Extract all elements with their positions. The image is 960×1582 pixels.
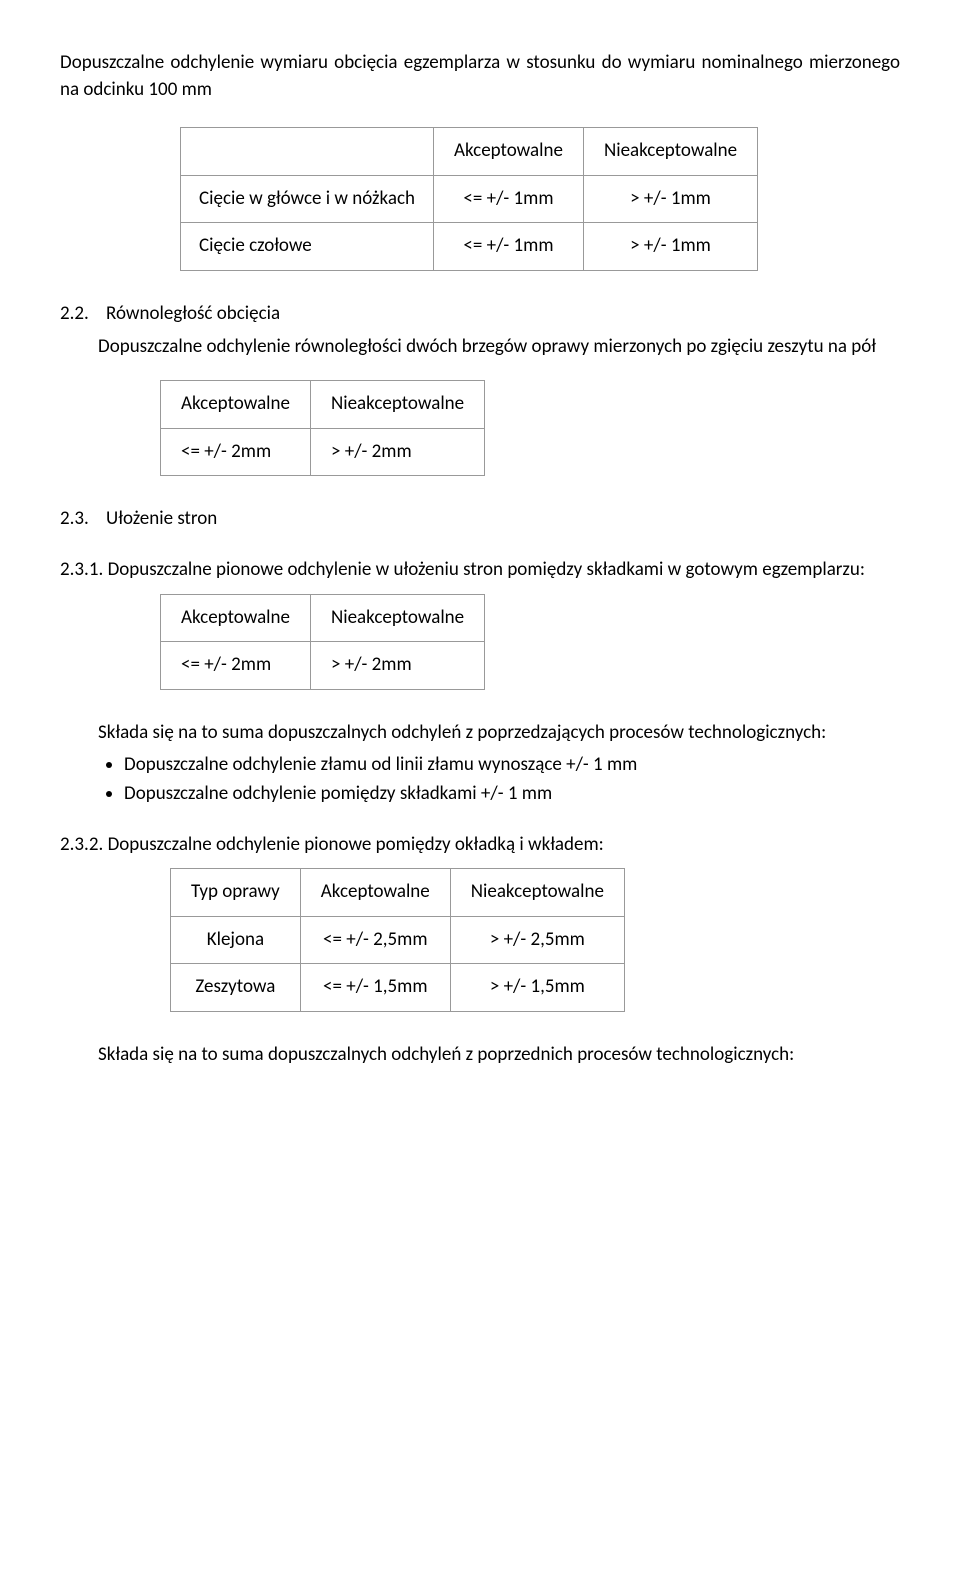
table-parallelism: Akceptowalne Nieakceptowalne <= +/- 2mm … (160, 380, 485, 476)
cell-nacc-stitched: > +/- 1,5mm (450, 964, 624, 1012)
cell-acc-3: <= +/- 2mm (161, 428, 311, 476)
cell-type-stitched: Zeszytowa (171, 964, 301, 1012)
cell-nacc-glued: > +/- 2,5mm (450, 916, 624, 964)
cell-acc-stitched: <= +/- 1,5mm (300, 964, 450, 1012)
cell-acc-4: <= +/- 2mm (161, 642, 311, 690)
cell-nacc-4: > +/- 2mm (310, 642, 484, 690)
bullet-1: Dopuszczalne odchylenie złamu od linii z… (124, 752, 900, 779)
cell-type-glued: Klejona (171, 916, 301, 964)
cell-acc-2: <= +/- 1mm (433, 223, 583, 271)
cell-nacc-3: > +/- 2mm (310, 428, 484, 476)
bullet-list: Dopuszczalne odchylenie złamu od linii z… (98, 752, 900, 807)
header-acceptable: Akceptowalne (433, 128, 583, 176)
bullet-2: Dopuszczalne odchylenie pomiędzy składka… (124, 781, 900, 808)
cell-acc-1: <= +/- 1mm (433, 175, 583, 223)
table-page-layout: Akceptowalne Nieakceptowalne <= +/- 2mm … (160, 594, 485, 690)
header-type: Typ oprawy (171, 869, 301, 917)
header-notacceptable: Nieakceptowalne (583, 128, 757, 176)
table-cover-deviation: Typ oprawy Akceptowalne Nieakceptowalne … (170, 868, 625, 1012)
sec-2-3-heading: 2.3. Ułożenie stron (60, 506, 900, 533)
sum-paragraph: Składa się na to suma dopuszczalnych odc… (98, 720, 900, 747)
header-acceptable-4: Akceptowalne (300, 869, 450, 917)
cell-nacc-2: > +/- 1mm (583, 223, 757, 271)
cell-acc-glued: <= +/- 2,5mm (300, 916, 450, 964)
sec-2-3-2-num: 2.3.2. (60, 833, 103, 856)
sec-2-3-1-body: Dopuszczalne pionowe odchylenie w ułożen… (108, 558, 865, 581)
empty-cell (181, 128, 434, 176)
header-acceptable-3: Akceptowalne (161, 594, 311, 642)
sec-2-3-title: Ułożenie stron (106, 507, 217, 530)
sec-2-3-num: 2.3. (60, 507, 89, 530)
row-label-head-foot: Cięcie w główce i w nóżkach (181, 175, 434, 223)
sec-2-2-heading: 2.2. Równoległość obcięcia (60, 301, 900, 328)
sec-2-3-2-body: Dopuszczalne odchylenie pionowe pomiędzy… (108, 833, 604, 856)
sec-2-3-1-num: 2.3.1. (60, 558, 103, 581)
sec-2-3-2-heading: 2.3.2. Dopuszczalne odchylenie pionowe p… (60, 832, 900, 859)
intro-paragraph: Dopuszczalne odchylenie wymiaru obcięcia… (60, 50, 900, 103)
cell-nacc-1: > +/- 1mm (583, 175, 757, 223)
sec-2-2-num: 2.2. (60, 302, 89, 325)
header-notacceptable-4: Nieakceptowalne (450, 869, 624, 917)
header-notacceptable-3: Nieakceptowalne (310, 594, 484, 642)
table-deviation-cutting: Akceptowalne Nieakceptowalne Cięcie w gł… (180, 127, 758, 271)
final-paragraph: Składa się na to suma dopuszczalnych odc… (98, 1042, 900, 1069)
sec-2-2-body: Dopuszczalne odchylenie równoległości dw… (98, 334, 900, 361)
header-acceptable-2: Akceptowalne (161, 381, 311, 429)
sec-2-2-title: Równoległość obcięcia (106, 302, 280, 325)
sec-2-3-1-heading: 2.3.1. Dopuszczalne pionowe odchylenie w… (60, 557, 900, 584)
row-label-front: Cięcie czołowe (181, 223, 434, 271)
header-notacceptable-2: Nieakceptowalne (310, 381, 484, 429)
